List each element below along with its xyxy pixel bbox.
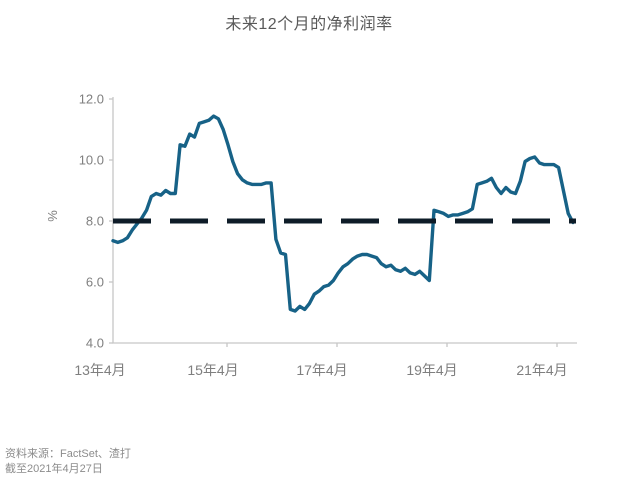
x-tick-label: 19年4月 [406,362,457,378]
x-tick-label: 17年4月 [296,362,347,378]
as-of-note: 截至2021年4月27日 [5,463,103,475]
x-tick-label: 21年4月 [516,362,567,378]
chart-footer: 资料来源：FactSet、渣打 截至2021年4月27日 [5,447,131,477]
y-tick-label: 4.0 [86,336,104,351]
y-tick-label: 8.0 [86,214,104,229]
y-tick-label: 10.0 [79,153,104,168]
source-note: 资料来源：FactSet、渣打 [5,448,131,460]
x-tick-label: 15年4月 [187,362,238,378]
y-axis-unit-label: % [45,210,60,222]
chart-plot-area: 12.0 10.0 8.0 6.0 4.0 13年4月 15年4月 17年4月 19年4月 21年… [74,92,577,378]
x-tick-label: 13年4月 [74,362,125,378]
chart-title: 未来12个月的净利润率 [225,16,393,33]
profit-margin-line [111,114,575,313]
y-tick-label: 12.0 [79,92,104,107]
y-tick-label: 6.0 [86,275,104,290]
